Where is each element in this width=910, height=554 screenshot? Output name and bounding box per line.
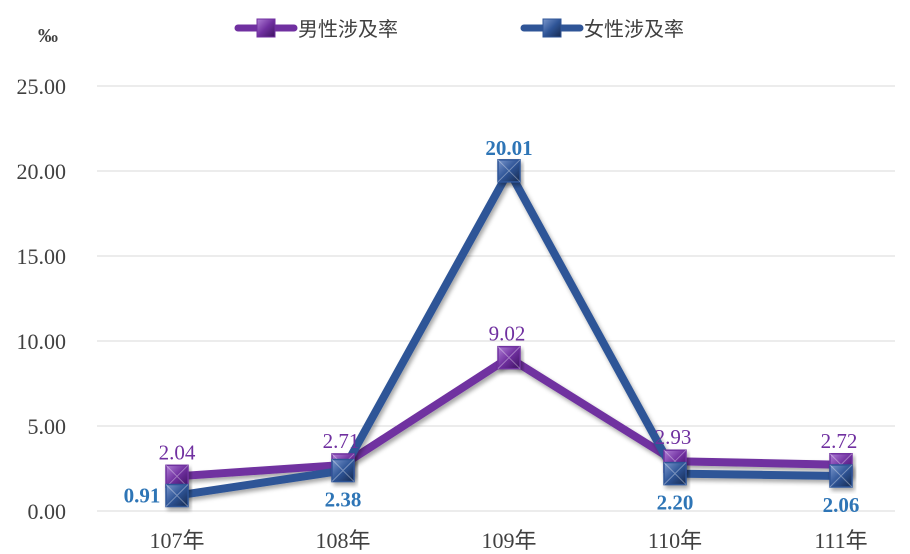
male-marker-box	[497, 345, 521, 370]
y-tick-label: 15.00	[17, 244, 67, 269]
y-tick-label: 0.00	[28, 499, 67, 524]
female-data-label: 2.38	[325, 488, 362, 512]
x-tick-label: 107年	[149, 528, 204, 553]
female-marker	[165, 483, 189, 508]
y-axis-ticks: 0.00 5.00 10.00 15.00 20.00 25.00	[17, 74, 67, 524]
x-tick-label: 109年	[481, 528, 536, 553]
female-marker-bevel	[663, 462, 687, 485]
female-data-label: 2.06	[823, 493, 860, 517]
legend-label: 女性涉及率	[584, 17, 684, 41]
female-marker-box	[331, 458, 355, 483]
male-data-label: 2.72	[821, 429, 858, 453]
male-data-label: 9.02	[489, 322, 526, 346]
legend: 男性涉及率 女性涉及率	[234, 17, 684, 41]
female-marker	[497, 159, 521, 183]
x-tick-label: 111年	[814, 528, 867, 553]
legend-label: 男性涉及率	[298, 17, 398, 41]
female-data-label: 20.01	[485, 136, 532, 160]
y-tick-label: 5.00	[28, 414, 67, 439]
female-data-label: 0.91	[124, 484, 161, 508]
female-data-label: 2.20	[657, 491, 694, 515]
male-series-line	[176, 353, 842, 481]
female-marker-box	[663, 461, 687, 486]
legend-swatch-marker	[256, 18, 276, 38]
male-marker-bevel	[165, 464, 189, 488]
male-data-label: 2.04	[159, 440, 196, 464]
female-marker-bevel	[331, 459, 355, 482]
female-marker	[331, 458, 355, 483]
x-tick-label: 110年	[648, 528, 702, 553]
female-marker	[663, 461, 687, 486]
legend-swatch-marker	[542, 18, 562, 38]
data-labels: 2.04 2.71 9.02 2.93 2.72 0.91 2.38 20.01 2.20 2.0…	[124, 136, 860, 517]
grid-lines	[97, 85, 895, 512]
y-tick-label: 25.00	[17, 74, 67, 99]
female-marker-box	[497, 159, 521, 183]
female-marker-bevel	[165, 484, 189, 507]
y-tick-label: 20.00	[17, 159, 67, 184]
x-tick-label: 108年	[315, 528, 370, 553]
female-marker-box	[165, 483, 189, 508]
female-marker-bevel	[497, 159, 521, 183]
male-data-label: 2.71	[323, 429, 360, 453]
male-data-label: 2.93	[655, 425, 692, 449]
female-marker-box	[829, 464, 853, 488]
female-marker-bevel	[829, 464, 853, 488]
male-marker-bevel	[497, 346, 521, 370]
male-marker	[497, 345, 521, 370]
data-markers	[165, 159, 853, 508]
x-axis-ticks: 107年 108年 109年 110年 111年	[149, 528, 867, 553]
y-tick-label: 10.00	[17, 329, 67, 354]
y-axis-unit: ‰	[38, 25, 58, 47]
female-marker	[829, 464, 853, 488]
